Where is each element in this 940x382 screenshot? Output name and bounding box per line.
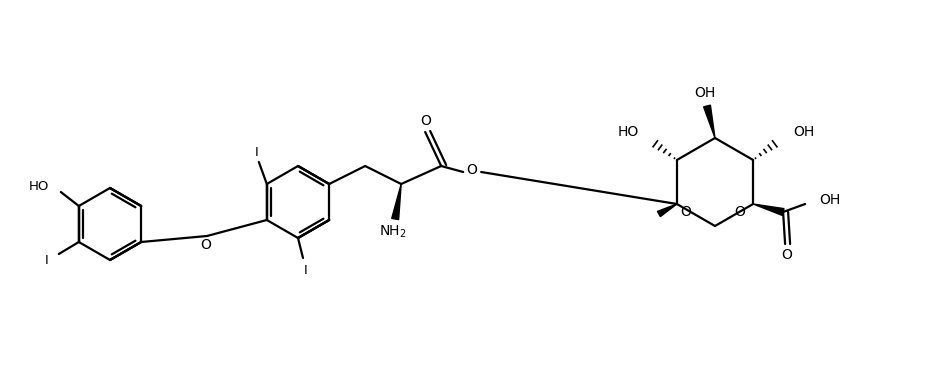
- Text: OH: OH: [695, 86, 715, 100]
- Polygon shape: [704, 105, 715, 138]
- Text: I: I: [305, 264, 308, 277]
- Polygon shape: [657, 204, 677, 217]
- Text: O: O: [467, 163, 478, 177]
- Text: HO: HO: [618, 125, 639, 139]
- Text: OH: OH: [793, 125, 814, 139]
- Text: I: I: [255, 146, 258, 159]
- Text: HO: HO: [28, 180, 49, 193]
- Text: I: I: [45, 254, 49, 267]
- Text: NH$_2$: NH$_2$: [380, 224, 407, 240]
- Text: O: O: [200, 238, 212, 252]
- Polygon shape: [753, 204, 784, 215]
- Text: OH: OH: [819, 193, 840, 207]
- Text: O: O: [681, 205, 692, 219]
- Text: O: O: [782, 248, 792, 262]
- Text: O: O: [735, 205, 745, 219]
- Text: O: O: [421, 114, 431, 128]
- Polygon shape: [392, 184, 401, 220]
